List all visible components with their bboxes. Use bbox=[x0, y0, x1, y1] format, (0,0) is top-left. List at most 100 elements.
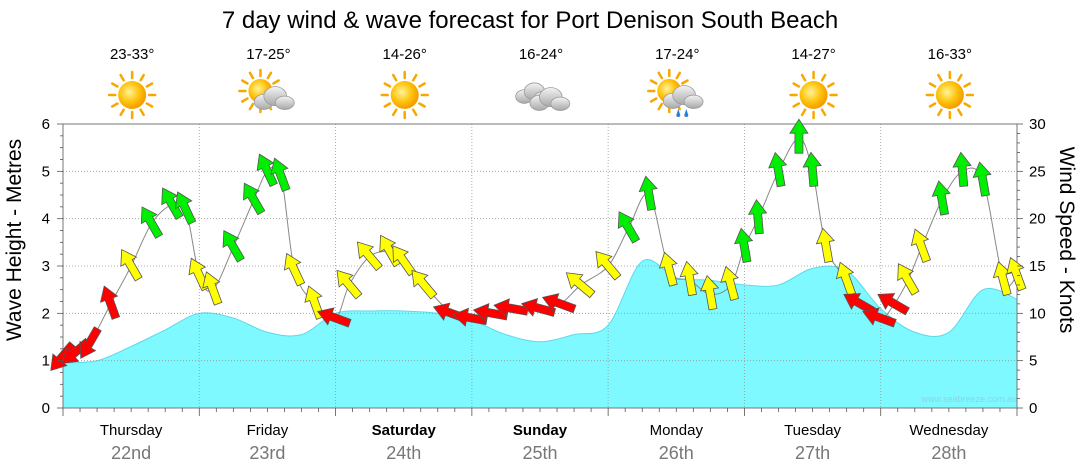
wind-arrow bbox=[541, 293, 577, 314]
wind-arrow bbox=[161, 187, 184, 221]
wind-arrow bbox=[768, 151, 788, 188]
wind-arrow bbox=[243, 182, 266, 216]
wind-arrow bbox=[877, 293, 910, 316]
temperature-label: 23-33° bbox=[110, 46, 154, 63]
sun-ray bbox=[110, 102, 119, 108]
day-name-label: Sunday bbox=[513, 422, 568, 439]
wind-arrow bbox=[140, 206, 164, 239]
wind-arrow bbox=[472, 302, 509, 323]
wind-arrow bbox=[222, 229, 245, 263]
temperature-label: 14-27° bbox=[791, 46, 835, 63]
wind-tick-label: 10 bbox=[1029, 305, 1046, 322]
wind-arrow bbox=[595, 250, 622, 281]
sun-disc bbox=[390, 81, 419, 109]
wind-speed-axis: 0 5 10 15 20 25 30 bbox=[1017, 116, 1046, 417]
wind-arrow bbox=[174, 191, 197, 226]
wind-arrow bbox=[493, 298, 529, 318]
sun-ray bbox=[418, 102, 426, 108]
wind-tick-label: 5 bbox=[1029, 353, 1037, 370]
wind-arrow bbox=[202, 271, 223, 306]
sun-ray bbox=[383, 102, 392, 108]
wind-arrow bbox=[952, 151, 972, 188]
sun-ray bbox=[827, 82, 835, 88]
sun-ray bbox=[800, 108, 807, 117]
day-date-label: 27th bbox=[795, 443, 830, 463]
wind-arrow bbox=[910, 228, 932, 264]
sun-ray bbox=[240, 79, 249, 85]
sun-ray bbox=[411, 73, 418, 82]
sun-ray bbox=[957, 108, 963, 117]
wind-tick-label: 30 bbox=[1029, 116, 1046, 133]
day-name-label: Saturday bbox=[372, 422, 437, 439]
wind-arrow bbox=[802, 151, 822, 188]
wave-tick-label: 3 bbox=[42, 258, 50, 275]
sunny-icon bbox=[789, 70, 838, 120]
cloud-shape bbox=[253, 86, 295, 110]
sun-ray bbox=[937, 108, 943, 117]
sun-disc bbox=[118, 81, 147, 109]
wind-arrows bbox=[50, 118, 1027, 372]
sun-ray bbox=[418, 82, 426, 88]
wind-arrow bbox=[679, 260, 699, 297]
sun-ray bbox=[963, 102, 972, 108]
sun-ray bbox=[675, 71, 682, 80]
wind-arrow bbox=[789, 118, 809, 154]
rain-drop bbox=[684, 109, 689, 117]
wind-arrow bbox=[747, 199, 768, 235]
wind-arrow bbox=[897, 263, 920, 296]
wind-arrow bbox=[972, 161, 992, 197]
sun-ray bbox=[119, 108, 125, 117]
wind-arrow bbox=[336, 269, 363, 300]
sun-ray bbox=[792, 82, 801, 88]
y2-axis-title: Wind Speed - Knots bbox=[1055, 147, 1078, 334]
day-name-label: Monday bbox=[650, 422, 704, 439]
sun-ray bbox=[248, 71, 255, 80]
day-date-label: 28th bbox=[931, 443, 966, 463]
sunny-icon bbox=[925, 70, 975, 120]
sun-ray bbox=[937, 73, 943, 82]
sun-rays bbox=[380, 70, 429, 120]
sun-ray bbox=[649, 79, 658, 85]
day-name-label: Friday bbox=[247, 422, 289, 439]
wind-arrow bbox=[720, 265, 740, 301]
wind-arrow bbox=[617, 211, 641, 244]
wind-arrow bbox=[79, 326, 102, 359]
wind-arrow bbox=[50, 341, 77, 372]
cloudy-icon bbox=[515, 82, 571, 111]
cloud-puff bbox=[550, 96, 571, 111]
wave-height-axis: 0 1 2 3 4 5 6 bbox=[42, 116, 63, 417]
wave-tick-label: 6 bbox=[42, 116, 50, 133]
sun-ray bbox=[657, 71, 664, 80]
day-date-label: 25th bbox=[522, 443, 557, 463]
wind-arrow bbox=[356, 241, 383, 272]
chart-title: 7 day wind & wave forecast for Port Deni… bbox=[222, 7, 838, 34]
sun-ray bbox=[928, 82, 937, 88]
wind-tick-label: 0 bbox=[1029, 400, 1037, 417]
sun-ray bbox=[827, 102, 835, 108]
temperature-label: 16-24° bbox=[519, 46, 563, 63]
sun-ray bbox=[649, 97, 658, 103]
sun-ray bbox=[391, 73, 398, 82]
wind-arrow bbox=[638, 175, 658, 211]
wind-arrow bbox=[317, 307, 352, 328]
credit-text: www.seabreeze.com.au bbox=[920, 394, 1017, 404]
day-name-label: Tuesday bbox=[784, 422, 841, 439]
wind-arrow bbox=[256, 153, 278, 188]
wind-arrow bbox=[699, 274, 720, 311]
sun-ray bbox=[957, 73, 963, 82]
wind-arrow bbox=[658, 251, 678, 287]
sun-ray bbox=[963, 82, 972, 88]
day-date-label: 26th bbox=[659, 443, 694, 463]
wind-arrow bbox=[270, 157, 291, 193]
sun-rays bbox=[789, 70, 838, 120]
wave-tick-label: 5 bbox=[42, 163, 50, 180]
sun-ray bbox=[119, 73, 125, 82]
day-date-label: 22nd bbox=[111, 443, 151, 463]
sun-ray bbox=[681, 79, 689, 85]
sun-ray bbox=[139, 108, 145, 117]
sun-ray bbox=[240, 97, 249, 103]
temperature-label: 14-26° bbox=[383, 46, 427, 63]
wave-tick-label: 2 bbox=[42, 305, 50, 322]
wind-arrow bbox=[931, 180, 951, 216]
day-name-label: Wednesday bbox=[909, 422, 988, 439]
